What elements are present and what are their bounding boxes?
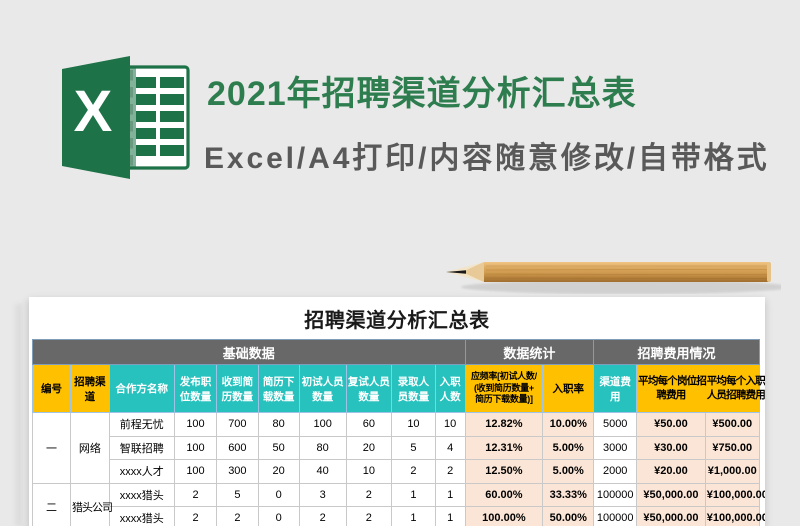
svg-text:X: X: [74, 79, 113, 144]
